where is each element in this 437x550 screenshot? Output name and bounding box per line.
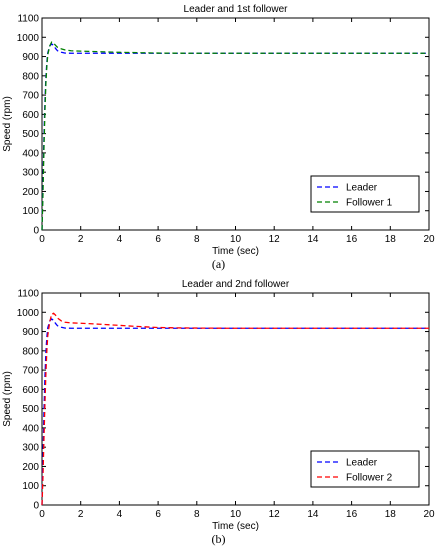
chart-a-legend-label-1: Leader xyxy=(346,183,378,194)
chart-a-ytick-label: 200 xyxy=(22,187,39,198)
chart-b-xtick-label: 4 xyxy=(117,509,123,520)
chart-b-ytick-label: 500 xyxy=(22,404,39,415)
chart-b-xtick-label: 6 xyxy=(155,509,161,520)
chart-b-ytick-label: 100 xyxy=(22,481,39,492)
chart-a-xtick-label: 16 xyxy=(346,234,358,245)
chart-a-xlabel: Time (sec) xyxy=(212,246,259,256)
chart-a-ytick-label: 600 xyxy=(22,110,39,121)
chart-a-xtick-label: 8 xyxy=(194,234,200,245)
chart-b-ytick-label: 600 xyxy=(22,385,39,396)
chart-b-legend-label-2: Follower 2 xyxy=(346,473,393,484)
chart-b-ytick-label: 1000 xyxy=(17,308,40,319)
chart-a-title: Leader and 1st follower xyxy=(184,4,289,15)
caption-b: (b) xyxy=(211,532,226,546)
chart-panel-a: Leader and 1st follower 0 2 4 6 8 10 12 14 16 18 20… xyxy=(2,4,435,271)
chart-b-xtick-label: 12 xyxy=(269,509,281,520)
chart-b-ytick-label: 0 xyxy=(33,501,39,512)
chart-b-ytick-label: 700 xyxy=(22,366,39,377)
chart-a-legend-box xyxy=(310,175,420,213)
chart-a-ytick-label: 300 xyxy=(22,168,39,179)
chart-b-ylabel: Speed (rpm) xyxy=(2,371,13,427)
chart-a-legend: Leader Follower 1 xyxy=(310,175,420,213)
chart-a-ytick-label: 800 xyxy=(22,71,39,82)
chart-a-xtick-label: 14 xyxy=(307,234,319,245)
chart-b-legend-label-1: Leader xyxy=(346,458,378,469)
chart-b-title: Leader and 2nd follower xyxy=(182,279,290,290)
chart-a-xtick-label: 20 xyxy=(423,234,435,245)
chart-b-series-line-1 xyxy=(41,318,429,506)
chart-a-ytick-label: 0 xyxy=(33,226,39,237)
chart-a-legend-label-2: Follower 1 xyxy=(346,198,393,209)
chart-b-legend-box xyxy=(310,450,420,488)
chart-a-ytick-label: 1000 xyxy=(17,33,40,44)
chart-a-ytick-label: 900 xyxy=(22,52,39,63)
chart-a-ytick-label: 100 xyxy=(22,206,39,217)
chart-a-xtick-label: 4 xyxy=(117,234,123,245)
chart-b-xtick-label: 18 xyxy=(385,509,397,520)
chart-a-xtick-label: 12 xyxy=(269,234,281,245)
chart-b-xtick-label: 16 xyxy=(346,509,358,520)
chart-b-xtick-label: 8 xyxy=(194,509,200,520)
chart-a-xtick-label: 2 xyxy=(78,234,84,245)
chart-b-xtick-label: 14 xyxy=(307,509,319,520)
chart-a-ytick-label: 1100 xyxy=(17,14,39,25)
chart-b-ytick-label: 900 xyxy=(22,327,39,338)
chart-b-ytick-label: 800 xyxy=(22,346,39,357)
chart-a-svg: Leader and 1st follower 0 2 4 6 8 10 12 14 16 18 20… xyxy=(2,4,435,256)
chart-b-svg: Leader and 2nd follower 0 2 4 6 8 10 12 14 16 18 20… xyxy=(2,279,435,531)
chart-b-legend: Leader Follower 2 xyxy=(310,450,420,488)
chart-b-xtick-label: 20 xyxy=(423,509,435,520)
chart-b-xtick-label: 2 xyxy=(78,509,84,520)
chart-a-ytick-label: 400 xyxy=(22,148,39,159)
chart-b-xtick-label: 0 xyxy=(39,509,45,520)
chart-a-xtick-label: 0 xyxy=(39,234,45,245)
chart-b-xlabel: Time (sec) xyxy=(212,521,259,531)
chart-b-ytick-label: 400 xyxy=(22,423,39,434)
chart-a-xtick-label: 18 xyxy=(385,234,397,245)
chart-a-ytick-label: 700 xyxy=(22,91,39,102)
chart-a-ylabel: Speed (rpm) xyxy=(2,96,13,152)
chart-a-series-line-2 xyxy=(41,41,429,231)
caption-a: (a) xyxy=(211,257,226,271)
chart-a-ytick-label: 500 xyxy=(22,129,39,140)
chart-b-ytick-label: 200 xyxy=(22,462,39,473)
chart-b-xtick-label: 10 xyxy=(230,509,242,520)
chart-b-series-line-2 xyxy=(41,312,429,506)
chart-a-xtick-label: 6 xyxy=(155,234,161,245)
chart-panel-b: Leader and 2nd follower 0 2 4 6 8 10 12 14 16 18 20… xyxy=(0,275,437,550)
chart-a-xtick-label: 10 xyxy=(230,234,242,245)
chart-b-ytick-label: 1100 xyxy=(17,289,39,300)
chart-b-ytick-label: 300 xyxy=(22,443,39,454)
